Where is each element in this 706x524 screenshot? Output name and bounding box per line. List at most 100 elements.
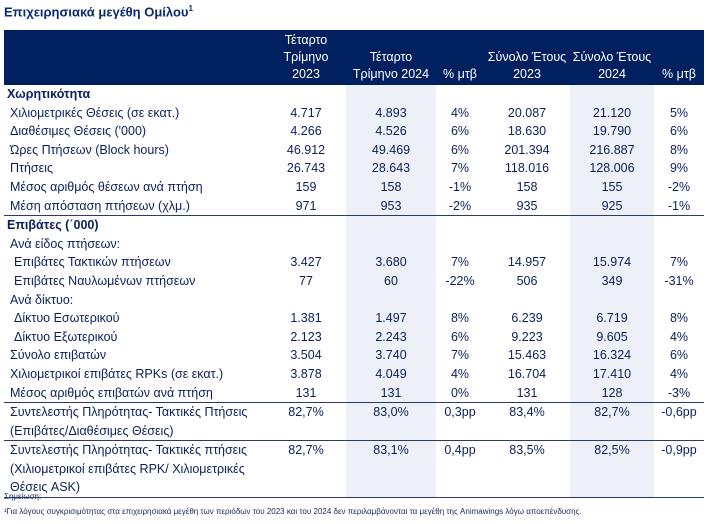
column-header [4,30,266,85]
cell-value: 155 [570,177,654,197]
cell-value: 216.887 [570,140,654,160]
cell-value: 158 [516,179,538,194]
cell-value: 3.878 [290,366,322,381]
cell-value: 5% [669,105,689,120]
title-text: Επιχειρησιακά μεγέθη Ομίλου [4,4,189,20]
table-row: Χιλιομετρικές Θέσεις (σε εκατ.) 4.717 4.89… [4,103,704,123]
cell-value: 19.790 [570,122,654,141]
table-row: Διαθέσιμες Θέσεις ('000) 4.266 4.526 6% 18.6… [4,122,704,141]
cell-value: 83,4% [484,402,570,442]
row-label: Διαθέσιμες Θέσεις ('000) [10,124,147,139]
table-header: Τέταρτο Τρίμηνο 2023 Τέταρτο Τρίμηνο 2024… [4,30,704,85]
cell-value: 2.243 [346,327,436,347]
cell-value: 16.704 [507,366,547,381]
row-label: Χιλιομετρικές Θέσεις (σε εκατ.) [10,105,180,120]
cell-value: 4.717 [290,105,322,120]
cell-value [266,291,346,310]
cell-value: 349 [570,271,654,291]
cell-value: 49.469 [346,140,436,160]
cell-value [346,85,436,104]
cell-value: 6% [450,329,470,344]
cell-value: 158 [346,177,436,197]
cell-value [654,291,704,310]
cell-value [266,216,346,235]
row-label: Μέσος αριθμός θέσεων ανά πτήση [10,179,203,194]
column-header: Τέταρτο Τρίμηνο 2023 [266,30,346,85]
column-header: % μτβ [654,30,704,85]
cell-value: 6% [669,348,689,363]
cell-value [346,215,436,235]
table-row: Ανά δίκτυο: [4,290,704,310]
cell-value: 1.381 [290,311,322,326]
cell-value: 3.504 [290,348,322,363]
row-label: Επιβάτες Ναυλωμένων πτήσεων [14,273,196,288]
cell-value: 7% [450,161,470,176]
cell-value: 9% [669,161,689,176]
row-label: Ανά είδος πτήσεων: [10,236,121,251]
cell-value: 46.912 [286,142,326,157]
cell-value: 7% [450,255,470,270]
cell-value: -1% [654,196,704,217]
table-row: Μέση απόσταση πτήσεων (χλμ.) 971 953 -2% 935… [4,196,704,217]
cell-value: 17.410 [570,364,654,384]
cell-value: 77 [299,273,313,288]
row-label: Ώρες Πτήσεων (Block hours) [10,142,169,157]
cell-value: 82,7% [266,440,346,499]
table-row: Συντελεστής Πληρότητας- Τακτικές πτήσεις… [4,440,704,499]
column-header: Σύνολο Έτους 2024 [570,30,654,85]
cell-value: 8% [669,142,689,157]
cell-value: 83,5% [484,440,570,499]
table-row: Σύνολο επιβατών 3.504 3.740 7% 15.463 16.324 6… [4,346,704,365]
cell-value: 935 [484,196,570,217]
cell-value: 16.324 [570,346,654,365]
row-label: Δίκτυο Εσωτερικού [14,311,120,326]
row-label: Χιλιομετρικοί επιβάτες RPKs (σε εκατ.) [10,366,224,381]
column-header: % μτβ [436,30,484,85]
cell-value: -31% [664,273,694,288]
cell-value: 9.223 [511,329,543,344]
table-row: Ανά είδος πτήσεων: [4,234,704,254]
cell-value: 60 [346,271,436,291]
cell-value [436,216,484,235]
cell-value [570,290,654,310]
cell-value: 159 [295,179,317,194]
row-label: Δίκτυο Εξωτερικού [14,329,118,344]
cell-value: 28.643 [346,159,436,178]
cell-value: 118.016 [504,161,550,176]
cell-value: 925 [570,196,654,217]
note-title: Σημείωση: [4,492,42,501]
cell-value: 26.743 [286,161,326,176]
cell-value [484,216,570,235]
cell-value: 131 [266,383,346,404]
row-label: Μέση απόσταση πτήσεων (χλμ.) [4,196,266,217]
table-row: Επιβάτες Ναυλωμένων πτήσεων 77 60 -22% 506 34… [4,271,704,291]
cell-value: 4.266 [290,124,322,139]
cell-value: 82,5% [570,440,654,499]
cell-value [484,235,570,254]
cell-value: 21.120 [570,103,654,123]
cell-value: 7% [669,255,689,270]
table-row: Μέσος αριθμός θέσεων ανά πτήση 159 158 -1% 1… [4,177,704,197]
cell-value: 8% [450,311,470,326]
cell-value: 128 [570,383,654,404]
cell-value: 971 [266,196,346,217]
cell-value: -2% [436,196,484,217]
cell-value: 4% [450,366,470,381]
cell-value: 6% [669,124,689,139]
cell-value [570,234,654,254]
cell-value: 3.427 [290,255,322,270]
column-header: Σύνολο Έτους 2023 [484,30,570,85]
table-row: Χωρητικότητα [4,85,704,104]
cell-value: 0,4pp [436,440,484,499]
column-header: Τέταρτο Τρίμηνο 2024 [346,30,436,85]
cell-value: 4.526 [346,122,436,141]
cell-value: 2.123 [290,329,322,344]
cell-value: 3.680 [346,253,436,272]
cell-value: 14.957 [507,255,547,270]
cell-value: 201.394 [504,142,550,157]
cell-value: 82,7% [570,402,654,442]
cell-value: 6.239 [511,311,543,326]
row-label: Συντελεστής Πληρότητας- Τακτικές πτήσεις… [4,440,266,499]
cell-value: 4.893 [346,103,436,123]
cell-value: 953 [346,196,436,217]
